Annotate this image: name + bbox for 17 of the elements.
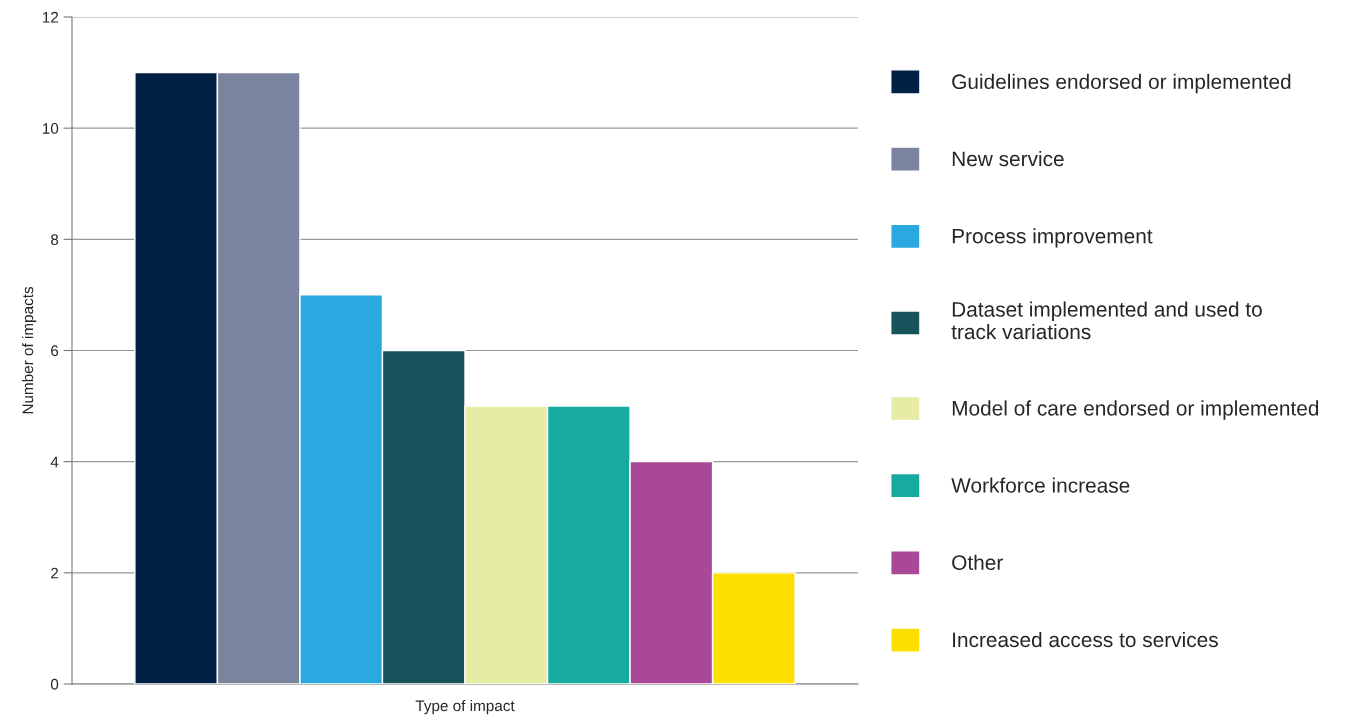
y-tick-label: 2 [51,567,59,579]
y-tick-label: 10 [42,123,59,134]
legend-label: New service [952,150,1064,167]
legend-label: Model of care endorsed or implemented [952,400,1319,420]
y-tick-label: 12 [42,11,59,23]
x-axis-title: Type of impact [415,699,515,715]
legend-label: Increased access to services [953,631,1218,648]
y-tick-label: 0 [50,678,59,690]
legend-label: Workforce increase [951,477,1130,493]
legend-label: Process improvement [952,228,1153,248]
legend-label: Dataset implemented and used to track variations [951,301,1262,340]
legend-label: Guidelines endorsed or implemented [952,73,1291,94]
y-tick-label: 8 [50,234,59,246]
y-tick-label: 6 [51,345,59,357]
legend-label: Other [952,554,1003,570]
y-axis-title: Number of impacts [22,286,37,414]
y-tick-label: 4 [50,456,59,468]
